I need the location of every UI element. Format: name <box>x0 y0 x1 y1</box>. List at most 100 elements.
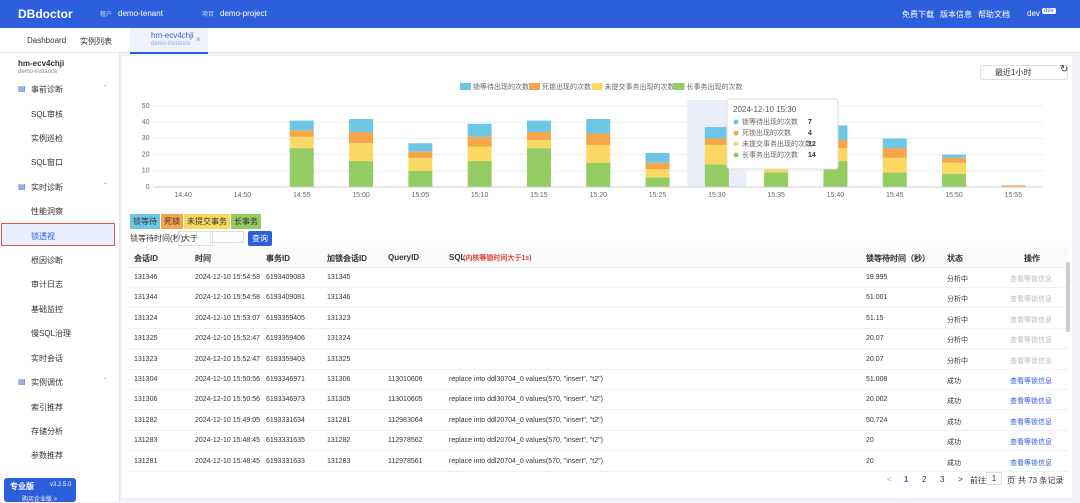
menu-item[interactable]: 性能洞察 <box>31 207 63 217</box>
page-number[interactable]: 1 <box>904 475 909 484</box>
legend-swatch <box>591 83 603 90</box>
table-cell: 131323 <box>134 355 158 363</box>
bar-segment <box>349 143 374 162</box>
edition: 专业版 <box>10 482 34 491</box>
menu-item[interactable]: SQL窗口 <box>31 158 64 168</box>
tab[interactable]: 实例列表 <box>80 37 112 46</box>
bar-segment <box>289 120 314 131</box>
row-action[interactable]: 查看等锁信息 <box>1010 398 1052 406</box>
tooltip-dot <box>733 130 739 136</box>
menu-item[interactable]: 锁透视 <box>31 231 55 241</box>
filter-tag[interactable]: 死锁 <box>161 214 183 229</box>
bar-segment <box>289 130 314 137</box>
row-action: 查看等锁信息 <box>1010 296 1052 304</box>
header-link[interactable]: 帮助文档 <box>978 10 1010 19</box>
goto-label: 前往 <box>970 476 986 485</box>
menu-item[interactable]: SQL审核 <box>31 109 64 119</box>
table-cell: 131346 <box>134 274 158 281</box>
column-header: 状态 <box>947 254 963 263</box>
active-tab-title: hm-ecv4chji <box>151 31 194 40</box>
table-cell: 分析中 <box>947 316 968 324</box>
buy[interactable]: 购买企业版 > <box>22 497 58 503</box>
operator-select[interactable]: 大于 <box>178 231 213 246</box>
table-cell: 6193359403 <box>266 355 305 363</box>
menu-item[interactable]: 参数推荐 <box>31 451 63 461</box>
table-cell: 6193359406 <box>266 335 305 343</box>
menu-arrow: ˆ <box>104 181 107 191</box>
table-cell: 2024-12-10 15:54:58 <box>195 294 260 302</box>
bar-segment <box>349 161 374 187</box>
filter-tag[interactable]: 长事务 <box>231 214 261 229</box>
page-prev[interactable]: < <box>887 475 892 484</box>
page-number[interactable]: 2 <box>922 475 927 484</box>
row-action[interactable]: 查看等锁信息 <box>1010 418 1052 426</box>
table-cell: 131345 <box>327 274 351 281</box>
menu-item[interactable]: 实例巡检 <box>31 133 63 143</box>
y-tick-label: 40 <box>142 119 150 126</box>
bar-segment <box>408 143 433 152</box>
bar-segment <box>289 136 314 149</box>
menu-group[interactable]: 事前诊断 <box>31 85 63 94</box>
tooltip-name: 锁等待出现的次数 <box>742 117 798 126</box>
bar-segment <box>645 162 670 170</box>
tooltip-dot <box>733 119 739 125</box>
row-action[interactable]: 查看等锁信息 <box>1010 378 1052 385</box>
table-cell: 51.001 <box>866 294 888 302</box>
tenant[interactable]: demo-tenant <box>118 9 163 18</box>
bar-segment <box>408 170 433 187</box>
table-cell: replace into ddl30704_0 values(570, "ins… <box>449 376 603 383</box>
menu-group[interactable]: 实例调优 <box>31 378 63 387</box>
menu-item[interactable]: 实时会话 <box>31 353 63 363</box>
table-cell: 131283 <box>134 437 158 445</box>
table-cell: 51.008 <box>866 376 888 383</box>
table-cell: 成功 <box>947 439 961 447</box>
version: v3.2.5.0 <box>50 482 72 488</box>
filter-tag[interactable]: 未提交事务 <box>184 214 230 229</box>
menu-item[interactable]: 审计日志 <box>31 280 63 290</box>
row-action: 查看等锁信息 <box>1010 357 1052 365</box>
x-tick-label: 15:35 <box>767 192 785 199</box>
tab[interactable]: Dashboard <box>27 36 67 45</box>
menu-icon: ▤ <box>18 181 26 191</box>
bar-segment <box>408 151 433 158</box>
menu-item[interactable]: 根因诊断 <box>31 256 63 265</box>
filter-tag[interactable]: 锁等待 <box>130 214 160 229</box>
x-tick-label: 14:55 <box>293 192 311 199</box>
menu-item[interactable]: 慢SQL治理 <box>31 329 72 339</box>
page-next[interactable]: > <box>958 475 963 484</box>
bar-segment <box>586 144 611 163</box>
wait-input[interactable] <box>210 231 244 243</box>
table-header-bg <box>128 247 1068 268</box>
row-action[interactable]: 查看等锁信息 <box>1010 459 1052 467</box>
goto-input[interactable]: 1 <box>986 472 1002 485</box>
menu-item[interactable]: 基础监控 <box>31 304 63 314</box>
page-number[interactable]: 3 <box>940 475 945 484</box>
menu-icon: ▤ <box>18 377 26 386</box>
table-cell: replace into ddl20704_0 values(570, "ins… <box>449 457 603 465</box>
project[interactable]: demo-project <box>220 9 267 18</box>
row-action: 查看等锁信息 <box>1010 316 1052 324</box>
time-select[interactable]: 最近1小时 <box>980 65 1068 80</box>
table-cell: replace into ddl20704_0 values(570, "ins… <box>449 437 603 445</box>
header-link[interactable]: 免费下载 <box>902 10 934 19</box>
table-cell: 2024-12-10 15:49:05 <box>195 416 260 424</box>
x-tick-label: 15:05 <box>412 192 430 199</box>
tooltip-value: 7 <box>808 119 812 126</box>
bar-segment <box>645 152 670 163</box>
bar-segment <box>764 172 789 187</box>
query-button[interactable]: 查询 <box>248 231 272 246</box>
menu-group[interactable]: 实时诊断 <box>31 182 63 192</box>
row-line <box>128 450 1068 452</box>
top-bar <box>0 0 1080 28</box>
row-action[interactable]: 查看等锁信息 <box>1010 439 1052 447</box>
user[interactable]: dev <box>1027 9 1040 18</box>
table-cell: 6193359405 <box>266 314 305 322</box>
column-header: 会话ID <box>134 254 158 263</box>
menu-item[interactable]: 索引推荐 <box>31 402 63 412</box>
table-cell: 20 <box>866 437 874 445</box>
bar-segment <box>704 144 729 165</box>
menu-item[interactable]: 存储分析 <box>31 426 63 436</box>
table-cell: 113010606 <box>388 376 423 383</box>
header-link[interactable]: 版本信息 <box>940 10 972 19</box>
wait-label: 锁等待时间(秒): <box>130 234 186 243</box>
